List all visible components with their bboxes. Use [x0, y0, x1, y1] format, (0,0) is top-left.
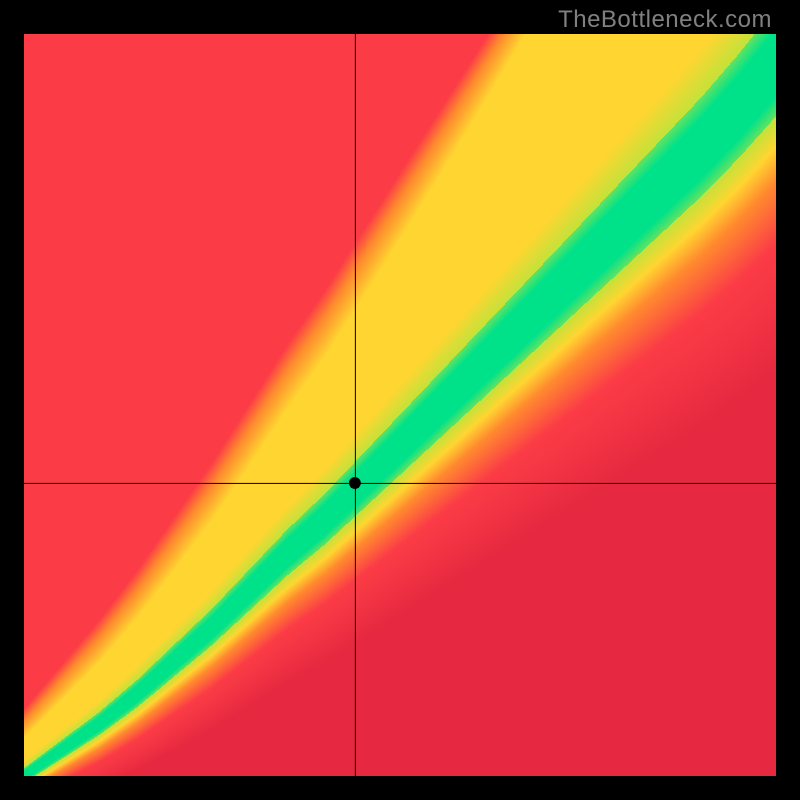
heatmap-canvas	[24, 34, 776, 776]
watermark-text: TheBottleneck.com	[558, 6, 772, 34]
heatmap-plot	[24, 34, 776, 776]
chart-frame: TheBottleneck.com	[0, 0, 800, 800]
